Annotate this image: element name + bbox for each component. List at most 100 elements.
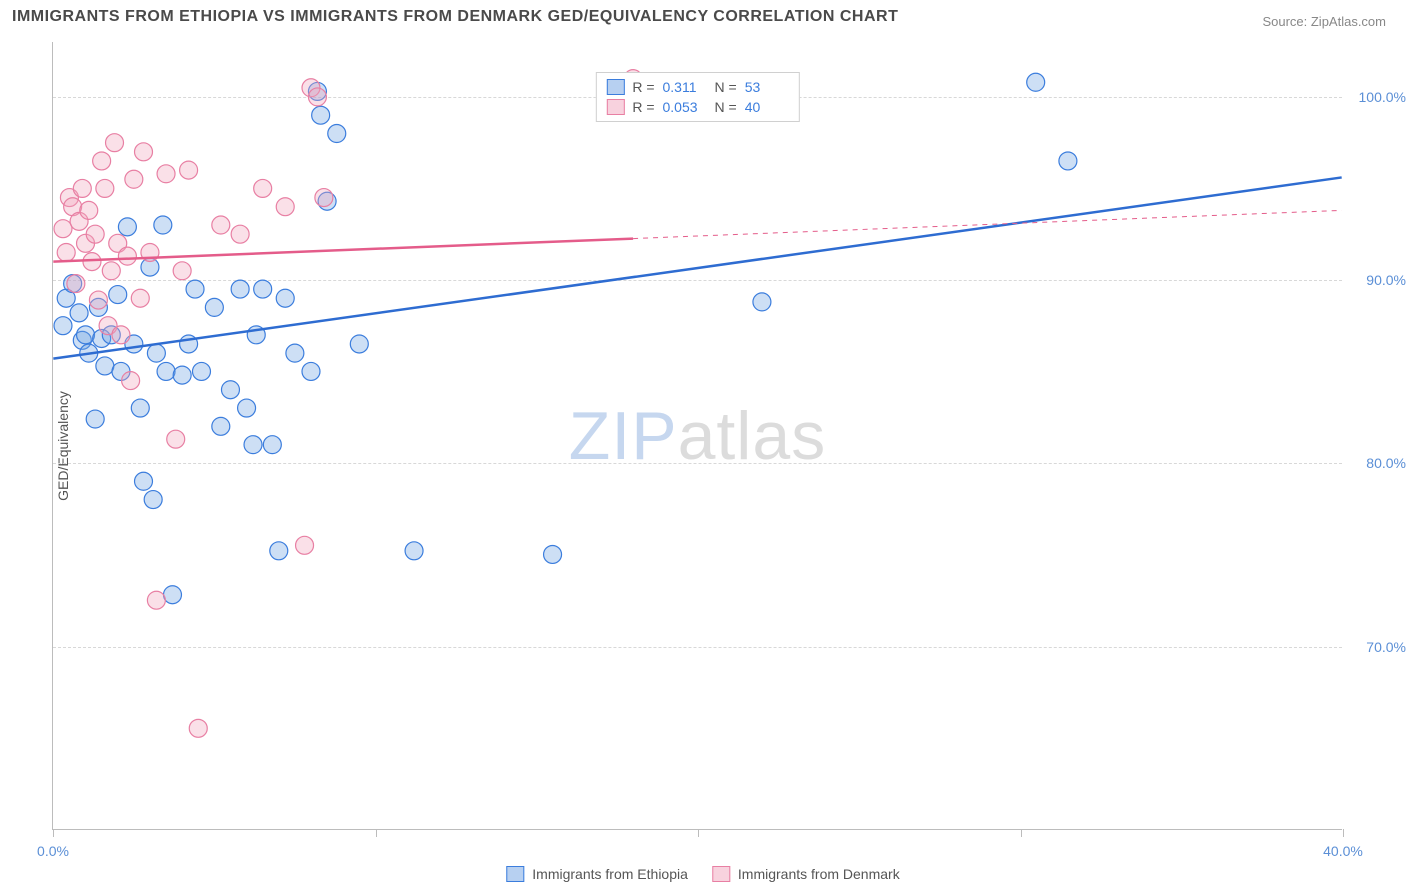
x-tick-label: 40.0% xyxy=(1323,843,1363,859)
source-name: ZipAtlas.com xyxy=(1311,14,1386,29)
y-tick-label: 90.0% xyxy=(1366,272,1406,288)
scatter-point xyxy=(96,179,114,197)
legend-stats-row-denmark: R = 0.053 N = 40 xyxy=(606,97,788,117)
legend-item-ethiopia: Immigrants from Ethiopia xyxy=(506,866,688,882)
scatter-point xyxy=(131,399,149,417)
scatter-point xyxy=(276,198,294,216)
r-label: R = xyxy=(632,99,654,115)
n-value-ethiopia: 53 xyxy=(745,79,789,95)
scatter-point xyxy=(231,280,249,298)
legend-label-denmark: Immigrants from Denmark xyxy=(738,866,900,882)
scatter-point xyxy=(350,335,368,353)
scatter-point xyxy=(173,262,191,280)
chart-title: IMMIGRANTS FROM ETHIOPIA VS IMMIGRANTS F… xyxy=(12,8,898,26)
scatter-point xyxy=(157,362,175,380)
scatter-point xyxy=(302,362,320,380)
legend-stats-row-ethiopia: R = 0.311 N = 53 xyxy=(606,77,788,97)
scatter-point xyxy=(1027,73,1045,91)
scatter-point xyxy=(186,280,204,298)
scatter-point xyxy=(102,262,120,280)
scatter-point xyxy=(1059,152,1077,170)
trend-line xyxy=(53,239,633,262)
scatter-point xyxy=(167,430,185,448)
scatter-point xyxy=(312,106,330,124)
scatter-point xyxy=(164,586,182,604)
scatter-point xyxy=(254,179,272,197)
scatter-point xyxy=(135,143,153,161)
scatter-point xyxy=(118,247,136,265)
scatter-point xyxy=(144,491,162,509)
scatter-point xyxy=(221,381,239,399)
scatter-point xyxy=(205,298,223,316)
n-value-denmark: 40 xyxy=(745,99,789,115)
scatter-point xyxy=(154,216,172,234)
x-tick xyxy=(376,829,377,837)
scatter-point xyxy=(238,399,256,417)
n-label: N = xyxy=(715,99,737,115)
y-tick-label: 70.0% xyxy=(1366,639,1406,655)
scatter-point xyxy=(80,201,98,219)
scatter-point xyxy=(296,536,314,554)
swatch-ethiopia xyxy=(606,79,624,95)
x-tick xyxy=(1343,829,1344,837)
scatter-point xyxy=(308,88,326,106)
x-tick-label: 0.0% xyxy=(37,843,69,859)
scatter-point xyxy=(86,225,104,243)
scatter-point xyxy=(405,542,423,560)
scatter-point xyxy=(157,165,175,183)
legend-stats: R = 0.311 N = 53 R = 0.053 N = 40 xyxy=(595,72,799,122)
scatter-point xyxy=(67,275,85,293)
scatter-point xyxy=(106,134,124,152)
scatter-point xyxy=(73,179,91,197)
trend-line-extrapolated xyxy=(633,210,1342,238)
scatter-point xyxy=(147,344,165,362)
scatter-point xyxy=(244,436,262,454)
scatter-point xyxy=(286,344,304,362)
scatter-point xyxy=(89,291,107,309)
scatter-point xyxy=(147,591,165,609)
source-attribution: Source: ZipAtlas.com xyxy=(1262,14,1386,29)
scatter-point xyxy=(57,243,75,261)
swatch-denmark xyxy=(712,866,730,882)
scatter-point xyxy=(544,545,562,563)
y-tick-label: 100.0% xyxy=(1359,89,1406,105)
scatter-point xyxy=(231,225,249,243)
n-label: N = xyxy=(715,79,737,95)
scatter-point xyxy=(93,152,111,170)
scatter-point xyxy=(83,253,101,271)
scatter-point xyxy=(189,719,207,737)
scatter-point xyxy=(112,326,130,344)
scatter-point xyxy=(254,280,272,298)
source-label: Source: xyxy=(1262,14,1310,29)
legend-label-ethiopia: Immigrants from Ethiopia xyxy=(532,866,688,882)
scatter-point xyxy=(270,542,288,560)
plot-area: ZIPatlas R = 0.311 N = 53 R = 0.053 N = … xyxy=(52,42,1342,830)
x-tick xyxy=(1021,829,1022,837)
scatter-point xyxy=(212,216,230,234)
x-tick xyxy=(698,829,699,837)
swatch-ethiopia xyxy=(506,866,524,882)
legend-series: Immigrants from Ethiopia Immigrants from… xyxy=(506,866,899,882)
scatter-point xyxy=(70,304,88,322)
scatter-point xyxy=(118,218,136,236)
scatter-point xyxy=(109,286,127,304)
scatter-point xyxy=(122,372,140,390)
scatter-point xyxy=(125,170,143,188)
scatter-point xyxy=(753,293,771,311)
r-value-denmark: 0.053 xyxy=(663,99,707,115)
y-tick-label: 80.0% xyxy=(1366,455,1406,471)
swatch-denmark xyxy=(606,99,624,115)
scatter-point xyxy=(54,317,72,335)
scatter-point xyxy=(96,357,114,375)
r-label: R = xyxy=(632,79,654,95)
scatter-point xyxy=(180,161,198,179)
scatter-point xyxy=(276,289,294,307)
scatter-point xyxy=(192,362,210,380)
scatter-point xyxy=(263,436,281,454)
scatter-point xyxy=(77,326,95,344)
scatter-point xyxy=(131,289,149,307)
scatter-point xyxy=(86,410,104,428)
scatter-point xyxy=(173,366,191,384)
scatter-point xyxy=(135,472,153,490)
legend-item-denmark: Immigrants from Denmark xyxy=(712,866,900,882)
